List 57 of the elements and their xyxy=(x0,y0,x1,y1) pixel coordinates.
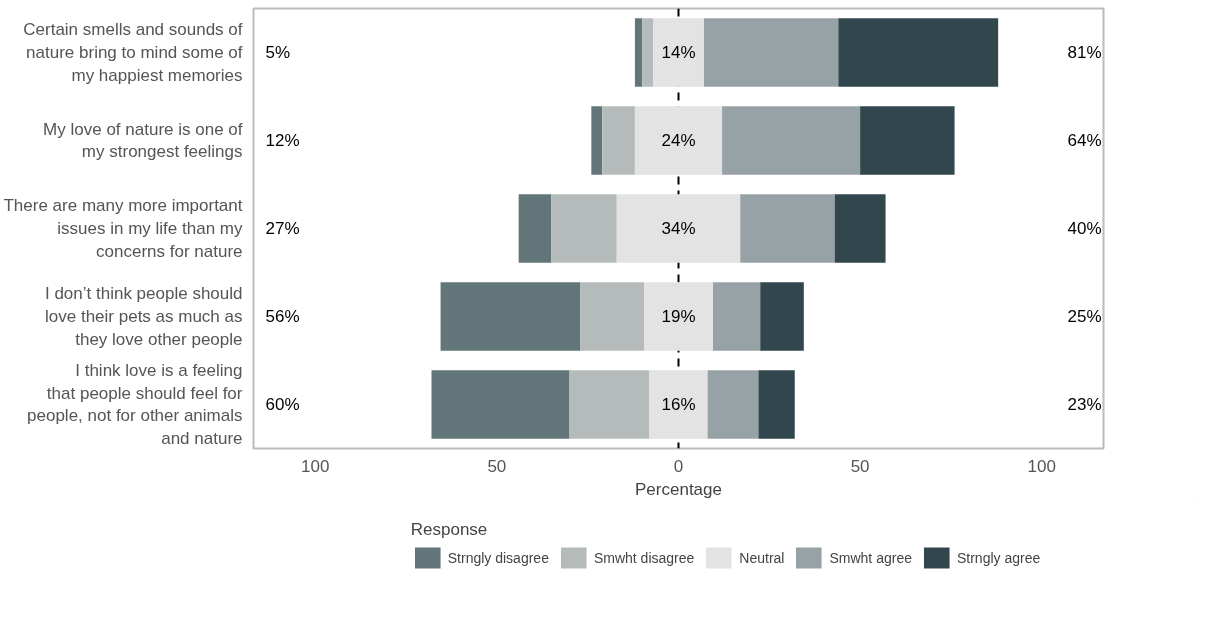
bar xyxy=(707,370,759,439)
legend-label: Strngly disagree xyxy=(447,549,549,566)
bar xyxy=(703,18,839,87)
data-label: 19% xyxy=(661,307,696,326)
bar xyxy=(634,18,643,87)
bar xyxy=(591,106,603,175)
legend-label: Neutral xyxy=(739,549,785,566)
annotation: 64% xyxy=(1067,131,1102,150)
y-tick-label: My love of nature is one of my strongest feelings xyxy=(43,119,243,162)
bar xyxy=(580,282,644,351)
y-tick-label: There are many more important issues in my life than my concerns for nature xyxy=(3,196,243,261)
bar xyxy=(602,106,635,175)
x-axis-title: Percentage xyxy=(635,479,722,499)
bar xyxy=(713,282,761,351)
data-label: 14% xyxy=(661,43,696,62)
bar xyxy=(838,18,999,87)
bar xyxy=(431,370,570,439)
legend-label: Strngly agree xyxy=(956,549,1041,566)
data-label: 16% xyxy=(661,395,696,414)
legend-title: Response xyxy=(410,519,489,540)
y-tick-label: I think love is a feeling that people should feel for people, not for other animals and nature xyxy=(27,360,243,449)
x-tick-label: 100 xyxy=(301,456,330,476)
x-tick-label: 50 xyxy=(487,456,507,476)
bar xyxy=(740,194,835,263)
bar xyxy=(616,194,741,263)
bar xyxy=(642,18,654,87)
bar xyxy=(518,194,552,263)
annotation: 5% xyxy=(265,43,291,62)
annotation: 56% xyxy=(265,307,300,326)
bar xyxy=(653,18,704,87)
bar xyxy=(440,282,581,351)
annotation: 27% xyxy=(265,219,300,238)
legend-label: Smwht agree xyxy=(829,549,912,566)
y-tick-label: I don’t think people should love their pets as much as they love other people xyxy=(44,284,243,349)
bar xyxy=(834,194,886,263)
bar xyxy=(649,370,708,439)
bar xyxy=(551,194,617,263)
bar xyxy=(634,106,723,175)
bar xyxy=(758,370,795,439)
x-tick-label: 100 xyxy=(1027,456,1056,476)
annotation: 60% xyxy=(265,395,300,414)
bar xyxy=(722,106,861,175)
bar xyxy=(760,282,804,351)
bar xyxy=(860,106,955,175)
x-tick-label: 50 xyxy=(850,456,870,476)
annotation: 25% xyxy=(1067,307,1102,326)
bar xyxy=(569,370,650,439)
x-tick-label: 0 xyxy=(673,456,684,476)
y-tick-label: Certain smells and sounds of nature bring to mind some of my happiest memories xyxy=(23,20,243,85)
annotation: 12% xyxy=(265,131,300,150)
data-label: 24% xyxy=(661,131,696,150)
annotation: 23% xyxy=(1067,395,1102,414)
legend-label: Smwht disagree xyxy=(593,549,695,566)
annotation: 40% xyxy=(1067,219,1102,238)
data-label: 34% xyxy=(661,219,696,238)
bar xyxy=(643,282,714,351)
annotation: 81% xyxy=(1067,43,1102,62)
